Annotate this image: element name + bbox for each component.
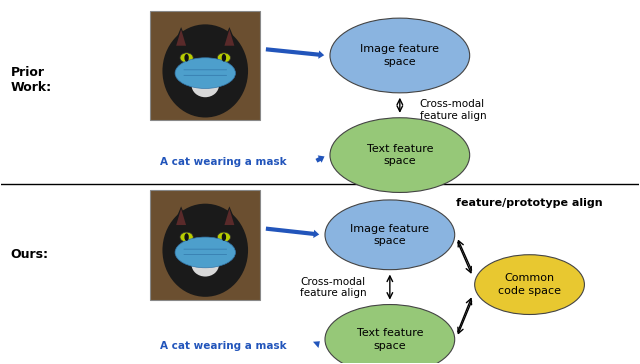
Ellipse shape [180, 232, 193, 242]
Ellipse shape [163, 204, 248, 297]
Polygon shape [225, 29, 234, 46]
Text: Common
code space: Common code space [498, 273, 561, 296]
Polygon shape [176, 29, 186, 46]
Text: Cross-modal
feature align: Cross-modal feature align [420, 99, 486, 121]
Text: A cat wearing a mask: A cat wearing a mask [161, 157, 287, 167]
Ellipse shape [325, 200, 454, 270]
Text: Image feature
space: Image feature space [360, 44, 439, 67]
Text: feature/prototype align: feature/prototype align [456, 198, 603, 208]
Ellipse shape [184, 54, 189, 62]
Ellipse shape [180, 53, 193, 63]
Polygon shape [176, 209, 186, 225]
Ellipse shape [163, 24, 248, 118]
Text: Prior
Work:: Prior Work: [11, 66, 52, 94]
Ellipse shape [191, 73, 219, 97]
Ellipse shape [175, 58, 236, 88]
Ellipse shape [330, 118, 470, 193]
Text: A cat wearing a mask: A cat wearing a mask [161, 341, 287, 351]
Polygon shape [173, 206, 189, 226]
Ellipse shape [221, 54, 226, 62]
Text: Text feature
space: Text feature space [356, 328, 423, 351]
Bar [150, 11, 260, 120]
Ellipse shape [175, 237, 236, 268]
Ellipse shape [184, 233, 189, 241]
Text: Text feature
space: Text feature space [367, 144, 433, 166]
Ellipse shape [221, 233, 226, 241]
Ellipse shape [191, 252, 219, 277]
Ellipse shape [218, 53, 230, 63]
Ellipse shape [475, 255, 584, 314]
Text: Image feature
space: Image feature space [350, 223, 429, 246]
Polygon shape [225, 209, 234, 225]
Text: Cross-modal
feature align: Cross-modal feature align [300, 277, 367, 298]
Bar [150, 190, 260, 300]
Ellipse shape [218, 232, 230, 242]
Polygon shape [173, 27, 189, 47]
Ellipse shape [325, 305, 454, 364]
Polygon shape [221, 206, 237, 226]
Text: Ours:: Ours: [11, 248, 49, 261]
Polygon shape [221, 27, 237, 47]
Ellipse shape [330, 18, 470, 93]
